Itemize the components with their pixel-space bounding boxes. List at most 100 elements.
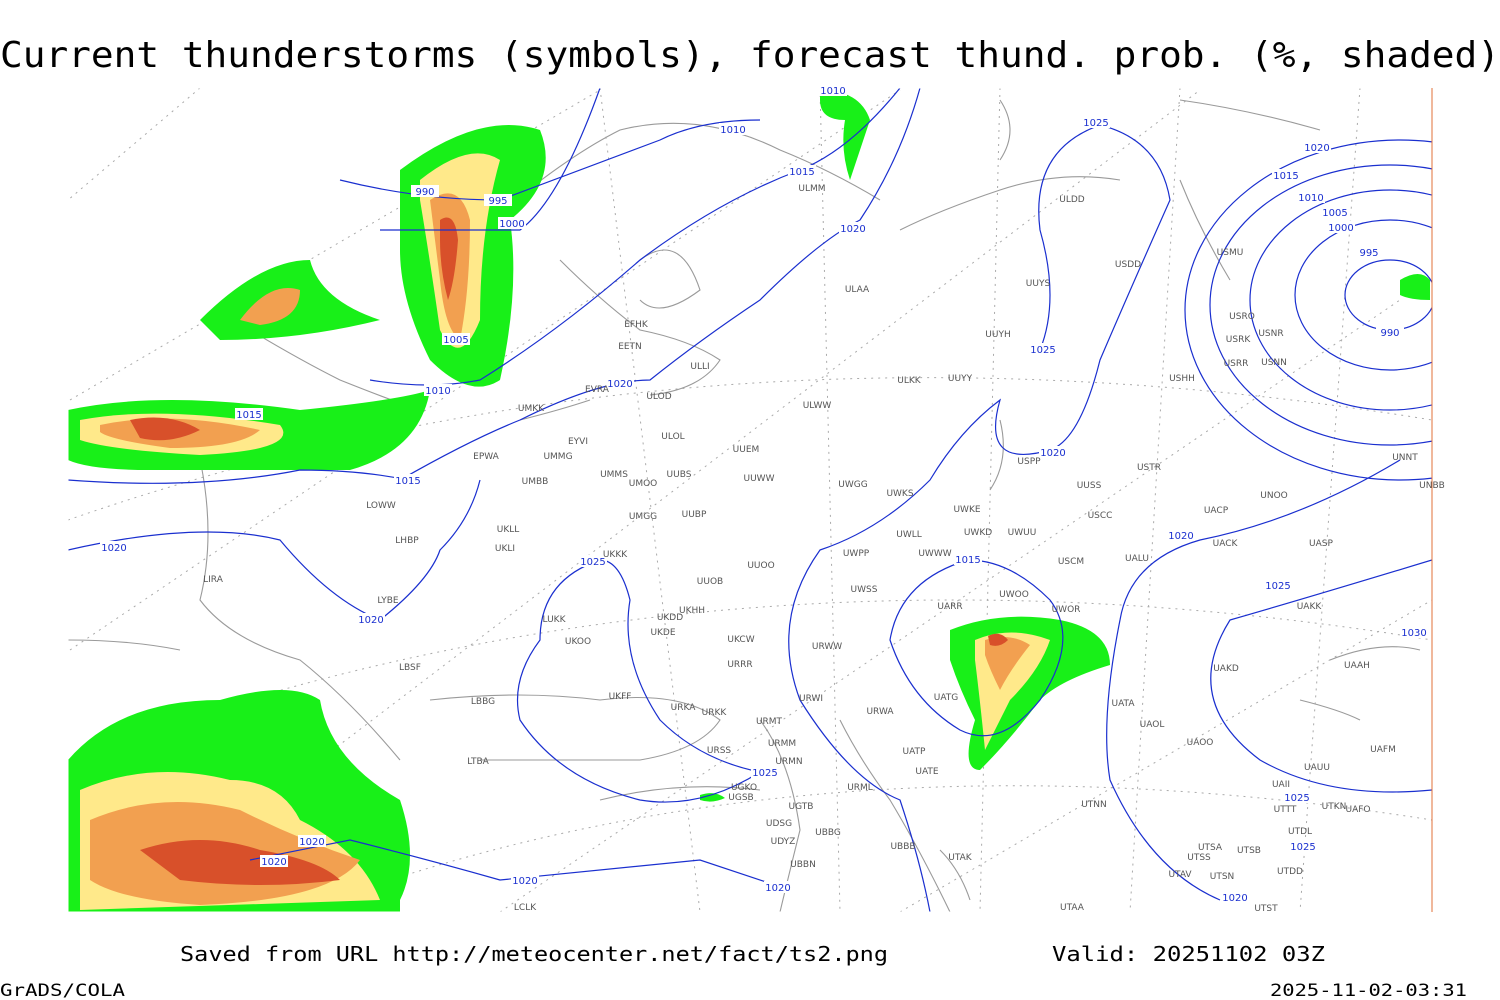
- station-code: UATP: [903, 747, 927, 757]
- isobar-label-bg: [764, 881, 792, 893]
- isobar-label-bg: [511, 874, 539, 886]
- isobar-label: 1025: [1265, 581, 1290, 592]
- station-code: UAFM: [1370, 745, 1396, 755]
- station-code: USNR: [1258, 329, 1283, 339]
- station-code: UKLI: [495, 544, 515, 554]
- station-code: UAUU: [1304, 763, 1330, 773]
- station-code: UKDE: [650, 628, 675, 638]
- isobar-label-bg: [819, 84, 847, 96]
- station-code: UAOL: [1140, 720, 1165, 730]
- station-code: UMBB: [522, 477, 549, 487]
- station-code: UTAK: [948, 853, 973, 863]
- isobar-label-bg: [751, 766, 779, 778]
- station-code: UMOO: [629, 479, 658, 489]
- station-code: USTR: [1137, 463, 1161, 473]
- station-code: UGSB: [728, 793, 753, 803]
- station-code: UTKN: [1322, 802, 1347, 812]
- station-code: UUBS: [667, 470, 692, 480]
- station-code: ULOD: [646, 392, 671, 402]
- graticule: [68, 88, 1432, 912]
- station-code: UATG: [934, 693, 959, 703]
- isobar-label: 1020: [1222, 893, 1247, 904]
- coastlines: [68, 99, 1421, 912]
- station-code: UNBB: [1419, 481, 1445, 491]
- station-code: UAII: [1272, 780, 1290, 790]
- isobar-label-bg: [498, 217, 526, 229]
- isobar-label: 1010: [820, 86, 845, 97]
- isobar-label-bg: [1297, 191, 1325, 203]
- isobar-label-bg: [839, 222, 867, 234]
- station-code: UUYH: [985, 330, 1010, 340]
- station-code: UTAV: [1168, 870, 1192, 880]
- isobar-label: 1010: [720, 125, 745, 136]
- station-code: UTTT: [1274, 805, 1297, 815]
- timestamp: 2025-11-02-03:31: [1270, 981, 1467, 1000]
- station-code: UATE: [915, 767, 939, 777]
- isobar-label: 1005: [1322, 208, 1347, 219]
- isobar-label-bg: [1400, 626, 1428, 638]
- isobar-label: 1010: [425, 386, 450, 397]
- station-code: USHH: [1169, 374, 1195, 384]
- isobar-label-bg: [1355, 246, 1383, 258]
- station-code: UNNT: [1392, 453, 1418, 463]
- station-code: URSS: [707, 746, 732, 756]
- station-code: URMT: [756, 717, 783, 727]
- station-code: UUSS: [1077, 481, 1102, 491]
- station-code: URKA: [671, 703, 697, 713]
- station-code: UWUU: [1008, 528, 1037, 538]
- station-code: USMU: [1217, 248, 1244, 258]
- station-code: ULOL: [661, 432, 684, 442]
- isobar-label-bg: [260, 855, 288, 867]
- station-code: UTST: [1254, 904, 1278, 914]
- station-code: UWSS: [851, 585, 878, 595]
- station-code: UWOO: [999, 590, 1029, 600]
- isobar-label-bg: [606, 377, 634, 389]
- station-code: UMMS: [600, 470, 628, 480]
- station-code: ULMM: [798, 184, 825, 194]
- station-code: USCC: [1088, 511, 1113, 521]
- isobar-label-bg: [1327, 221, 1355, 233]
- isobar-label-bg: [1283, 791, 1311, 803]
- isobar-label: 1020: [1168, 531, 1193, 542]
- station-code: LOWW: [366, 501, 396, 511]
- valid-time: Valid: 20251102 03Z: [1052, 942, 1325, 966]
- isobar-label-bg: [1303, 141, 1331, 153]
- station-code: UMKK: [518, 404, 545, 414]
- isobar-label: 990: [415, 187, 434, 198]
- station-code: UAKK: [1297, 602, 1323, 612]
- station-code: UTSN: [1210, 872, 1235, 882]
- station-code: LYBE: [377, 596, 398, 606]
- isobar-label: 1025: [1284, 793, 1309, 804]
- isobar-label-bg: [235, 408, 263, 420]
- isobar-label: 1020: [358, 615, 383, 626]
- isobar-label: 1020: [607, 379, 632, 390]
- isobar-label: 1015: [1273, 171, 1298, 182]
- station-code: UNOO: [1260, 491, 1288, 501]
- station-code: UACK: [1213, 539, 1239, 549]
- station-code: ULKK: [897, 376, 922, 386]
- station-code: UBBN: [790, 860, 816, 870]
- station-code: UWWW: [918, 549, 951, 559]
- isobar-label: 1020: [840, 224, 865, 235]
- station-code: UBBG: [815, 828, 841, 838]
- station-code: UMGG: [629, 512, 657, 522]
- station-code: UAAH: [1344, 661, 1370, 671]
- map-area: [68, 88, 1432, 912]
- station-code: UTNN: [1081, 800, 1107, 810]
- station-code: UDSG: [766, 819, 792, 829]
- isobar-label: 1030: [1401, 628, 1426, 639]
- station-code: URRR: [727, 660, 752, 670]
- isobar-label-bg: [484, 194, 512, 206]
- isobar-label-bg: [1272, 169, 1300, 181]
- station-code: UMMG: [543, 452, 572, 462]
- station-code: UKCW: [727, 635, 754, 645]
- station-code: UWOR: [1052, 605, 1081, 615]
- station-code: UKHH: [679, 606, 705, 616]
- isobar-label-bg: [1321, 206, 1349, 218]
- station-code: UKLL: [497, 525, 520, 535]
- software: GrADS/COLA: [0, 981, 125, 1000]
- isobar-label: 1010: [1298, 193, 1323, 204]
- station-code: ULDD: [1059, 195, 1085, 205]
